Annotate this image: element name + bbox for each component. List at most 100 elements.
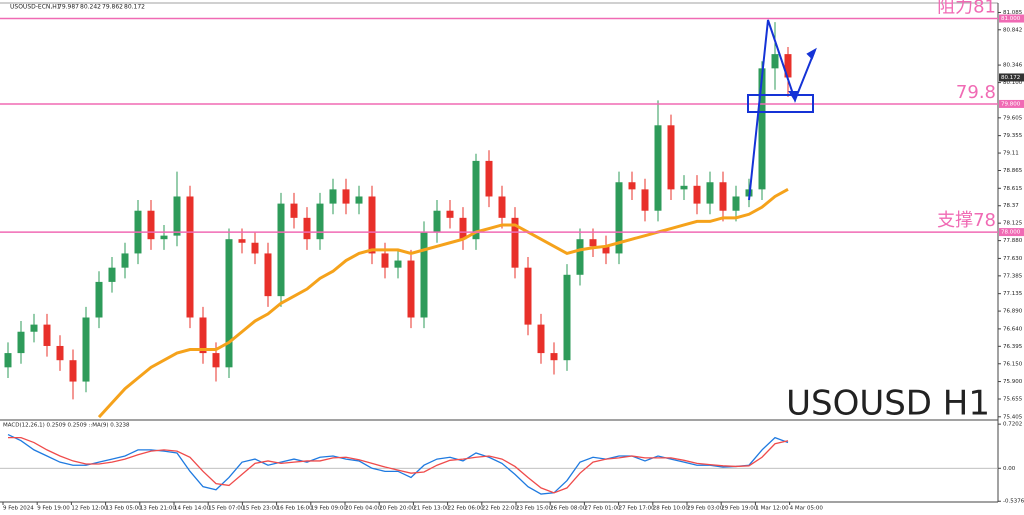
header-value: 80.172: [124, 4, 145, 11]
last-price-label: 80.172: [1001, 75, 1020, 81]
x-tick-label: 27 Feb 17:00: [619, 506, 656, 512]
candle-body: [43, 324, 51, 346]
candle-body: [420, 232, 428, 318]
candle-body: [485, 160, 493, 197]
y-tick-label: 78.615: [1003, 186, 1023, 192]
candle-body: [147, 210, 155, 240]
y-tick-label: 78.865: [1003, 168, 1023, 174]
candle-body: [407, 260, 415, 318]
candle-body: [576, 239, 584, 275]
indicator-line: [7, 433, 789, 495]
level-tag: [999, 99, 1024, 108]
x-tick-label: 20 Feb 20:00: [379, 506, 416, 512]
x-tick-label: 1 Mar 12:00: [755, 506, 789, 512]
header-values: 79.987 80.242 79.862 80.172: [58, 4, 145, 11]
candle-body: [342, 189, 350, 204]
candle-body: [290, 203, 298, 218]
x-tick-label: 9 Feb 19:00: [37, 506, 70, 512]
candle-body: [108, 267, 116, 282]
y-tick-label: 77.135: [1003, 291, 1023, 297]
x-tick-label: 13 Feb 05:00: [106, 506, 143, 512]
candle-body: [472, 160, 480, 240]
y-tick-label: 76.640: [1003, 326, 1023, 332]
candle-body: [212, 353, 220, 368]
header-value: 79.862: [102, 4, 123, 11]
level-tag: [999, 14, 1024, 23]
y-tick-label: 78.125: [1003, 221, 1023, 227]
candle-body: [316, 203, 324, 240]
y-tick-label: 76.890: [1003, 309, 1023, 315]
chart-annotation: USOUSD H1: [786, 384, 990, 424]
y-tick-label: 75.405: [1003, 414, 1023, 420]
y-tick-label: 80.100: [1003, 80, 1023, 86]
candle-body: [303, 217, 311, 240]
candle-body: [121, 253, 129, 268]
candle-body: [381, 253, 389, 268]
y-tick-label: 77.880: [1003, 238, 1023, 244]
candle-body: [680, 185, 688, 190]
candle-body: [160, 235, 168, 240]
x-tick-label: 15 Feb 07:00: [208, 506, 245, 512]
candle-body: [758, 68, 766, 190]
indicator-title: MACD(12,26,1) 0.2509 0.2509 ::MA(9) 0.32…: [3, 423, 130, 429]
x-tick-label: 29 Feb 19:00: [721, 506, 758, 512]
level-annotation: 支撑78: [937, 210, 996, 231]
candle-body: [95, 281, 103, 318]
candle-body: [446, 210, 454, 218]
x-tick-label: 21 Feb 13:00: [413, 506, 450, 512]
candle-body: [329, 189, 337, 204]
x-tick-label: 19 Feb 09:00: [311, 506, 348, 512]
candle-body: [355, 196, 363, 204]
y-tick-label: 80.346: [1003, 63, 1023, 69]
header-value: 80.242: [80, 4, 101, 11]
candle-body: [4, 353, 12, 368]
x-tick-label: 26 Feb 08:00: [550, 506, 587, 512]
last-price-tag: [999, 73, 1024, 82]
candle-body: [615, 182, 623, 254]
candle-body: [82, 317, 90, 382]
candle-body: [173, 196, 181, 236]
y-tick-label: 76.150: [1003, 361, 1023, 367]
candle-body: [251, 242, 259, 254]
x-tick-label: 16 Feb 16:00: [277, 506, 314, 512]
moving-average: [97, 188, 789, 419]
x-tick-label: 29 Feb 03:00: [687, 506, 724, 512]
candle-body: [498, 196, 506, 218]
level-tag: [999, 228, 1024, 237]
x-tick-label: 20 Feb 04:00: [345, 506, 382, 512]
y-tick-label: 80.842: [1003, 27, 1022, 33]
x-tick-label: 22 Feb 06:00: [448, 506, 485, 512]
candle-body: [56, 345, 64, 361]
x-tick-label: 9 Feb 2024: [3, 506, 34, 512]
chart-title: USOUSD-ECN,H1: [10, 4, 61, 11]
candle-body: [654, 125, 662, 211]
candle-body: [732, 196, 740, 211]
candle-body: [667, 125, 675, 190]
y-tick-label: 79.355: [1003, 133, 1023, 139]
candle-body: [628, 182, 636, 190]
candle-body: [264, 253, 272, 297]
level-label: 81.000: [1001, 16, 1021, 22]
trend-arrow: [748, 19, 816, 201]
level-label: 79.800: [1001, 101, 1021, 107]
candle-body: [602, 246, 610, 254]
x-tick-label: 22 Feb 22:00: [482, 506, 519, 512]
candle-body: [771, 54, 779, 69]
x-tick-label: 4 Mar 05:00: [790, 506, 824, 512]
candle-body: [17, 331, 25, 354]
y-tick-label: -0.5376: [1003, 499, 1024, 505]
y-tick-label: 75.655: [1003, 397, 1023, 403]
y-tick-label: 75.900: [1003, 379, 1023, 385]
arrow-head: [806, 47, 817, 60]
x-tick-label: 12 Feb 12:00: [71, 506, 108, 512]
candle-body: [563, 274, 571, 361]
y-tick-label: 0.00: [1003, 466, 1016, 472]
highlight-box: [747, 94, 814, 113]
candle-body: [719, 182, 727, 211]
y-tick-label: 77.630: [1003, 256, 1023, 262]
y-tick-label: 81.085: [1003, 10, 1023, 16]
y-tick-label: 77.385: [1003, 273, 1023, 279]
drawing: [747, 19, 817, 201]
y-tick-label: 0.7202: [1003, 422, 1022, 428]
candle-body: [433, 210, 441, 233]
